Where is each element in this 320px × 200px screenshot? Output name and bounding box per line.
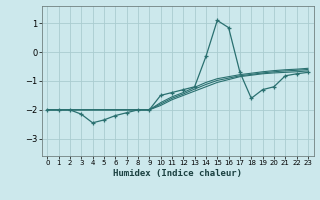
- X-axis label: Humidex (Indice chaleur): Humidex (Indice chaleur): [113, 169, 242, 178]
